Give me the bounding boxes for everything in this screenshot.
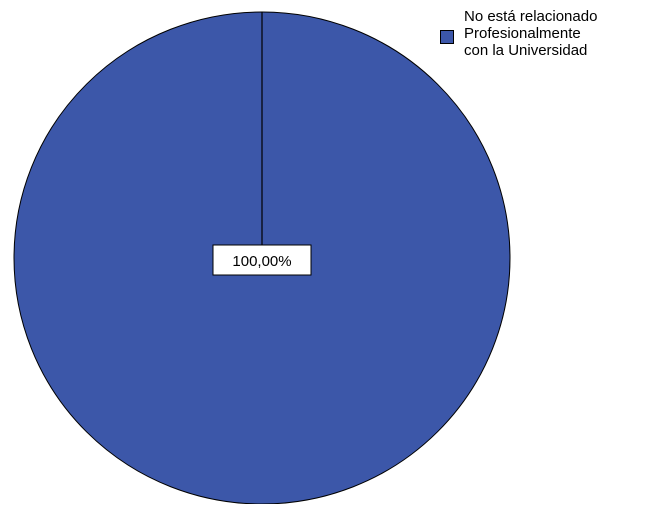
data-label: 100,00%	[232, 253, 291, 270]
legend-label: No está relacionado Profesionalmente con…	[464, 8, 598, 59]
data-label-group: 100,00%	[212, 244, 312, 276]
data-label-box	[212, 244, 312, 276]
legend-swatch	[440, 30, 454, 44]
